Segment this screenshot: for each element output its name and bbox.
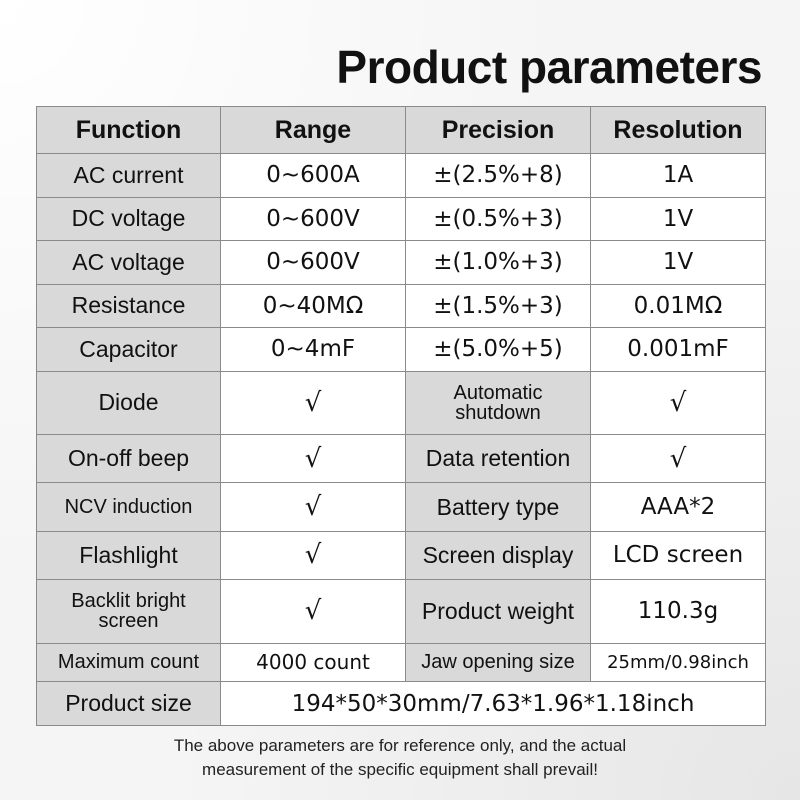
function-cell: Capacitor xyxy=(36,327,221,372)
resolution-cell: 0.001mF xyxy=(590,327,766,372)
table-row: DC voltage 0~600V ±(0.5%+3) 1V xyxy=(36,196,766,242)
feature-value-cell: AAA*2 xyxy=(590,482,766,532)
feature-label-cell: Battery type xyxy=(405,482,591,532)
check-mark-icon: √ xyxy=(220,530,406,580)
table-row: Backlit bright screen √ Product weight 1… xyxy=(36,578,766,644)
feature-value-cell: LCD screen xyxy=(590,530,766,580)
table-row: On-off beep √ Data retention √ xyxy=(36,434,766,484)
function-cell: Maximum count xyxy=(36,642,221,683)
check-mark-icon: √ xyxy=(590,434,766,484)
disclaimer-line-2: measurement of the specific equipment sh… xyxy=(202,760,598,779)
precision-cell: ±(1.5%+3) xyxy=(405,283,591,329)
check-mark-icon: √ xyxy=(220,370,406,436)
function-cell: AC voltage xyxy=(36,240,221,285)
table-row: Capacitor 0~4mF ±(5.0%+5) 0.001mF xyxy=(36,327,766,372)
range-cell: 0~600A xyxy=(220,153,406,198)
feature-label-cell: Data retention xyxy=(405,434,591,484)
table-row: AC current 0~600A ±(2.5%+8) 1A xyxy=(36,153,766,198)
product-size-value: 194*50*30mm/7.63*1.96*1.18inch xyxy=(220,681,766,726)
resolution-cell: 0.01MΩ xyxy=(590,283,766,329)
range-cell: 0~600V xyxy=(220,240,406,285)
check-mark-icon: √ xyxy=(590,370,766,436)
feature-label-cell: Product weight xyxy=(405,578,591,644)
function-cell: AC current xyxy=(36,153,221,198)
header-function: Function xyxy=(36,106,221,154)
table-row: Diode √ Automatic shutdown √ xyxy=(36,370,766,436)
function-cell: Flashlight xyxy=(36,530,221,580)
precision-cell: ±(2.5%+8) xyxy=(405,153,591,198)
product-size-label: Product size xyxy=(36,681,221,726)
disclaimer-note: The above parameters are for reference o… xyxy=(0,734,800,782)
function-cell: Backlit bright screen xyxy=(36,578,221,644)
page-title: Product parameters xyxy=(336,41,762,93)
function-cell: Resistance xyxy=(36,283,221,329)
function-cell: NCV induction xyxy=(36,482,221,532)
resolution-cell: 1V xyxy=(590,196,766,242)
header-range: Range xyxy=(220,106,406,154)
precision-cell: ±(1.0%+3) xyxy=(405,240,591,285)
header-resolution: Resolution xyxy=(590,106,766,154)
feature-label-cell: Automatic shutdown xyxy=(405,370,591,436)
feature-label-cell: Screen display xyxy=(405,530,591,580)
table-row-product-size: Product size 194*50*30mm/7.63*1.96*1.18i… xyxy=(36,681,766,726)
function-cell: Diode xyxy=(36,370,221,436)
range-cell: 0~40MΩ xyxy=(220,283,406,329)
range-cell: 0~4mF xyxy=(220,327,406,372)
range-cell: 0~600V xyxy=(220,196,406,242)
table-row: NCV induction √ Battery type AAA*2 xyxy=(36,482,766,532)
feature-value-cell: 110.3g xyxy=(590,578,766,644)
table-header-row: Function Range Precision Resolution xyxy=(36,106,766,154)
table-row: AC voltage 0~600V ±(1.0%+3) 1V xyxy=(36,240,766,285)
precision-cell: ±(5.0%+5) xyxy=(405,327,591,372)
disclaimer-line-1: The above parameters are for reference o… xyxy=(173,736,627,755)
check-mark-icon: √ xyxy=(220,578,406,644)
parameters-table: Function Range Precision Resolution AC c… xyxy=(36,106,766,726)
feature-label-cell: Jaw opening size xyxy=(405,642,591,683)
check-mark-icon: √ xyxy=(220,434,406,484)
check-mark-icon: √ xyxy=(220,482,406,532)
feature-value-cell: 4000 count xyxy=(220,642,406,683)
resolution-cell: 1V xyxy=(590,240,766,285)
function-cell: DC voltage xyxy=(36,196,221,242)
resolution-cell: 1A xyxy=(590,153,766,198)
table-row: Resistance 0~40MΩ ±(1.5%+3) 0.01MΩ xyxy=(36,283,766,329)
feature-value-cell: 25mm/0.98inch xyxy=(590,642,766,683)
function-cell: On-off beep xyxy=(36,434,221,484)
header-precision: Precision xyxy=(405,106,591,154)
table-row: Flashlight √ Screen display LCD screen xyxy=(36,530,766,580)
table-row: Maximum count 4000 count Jaw opening siz… xyxy=(36,642,766,683)
precision-cell: ±(0.5%+3) xyxy=(405,196,591,242)
